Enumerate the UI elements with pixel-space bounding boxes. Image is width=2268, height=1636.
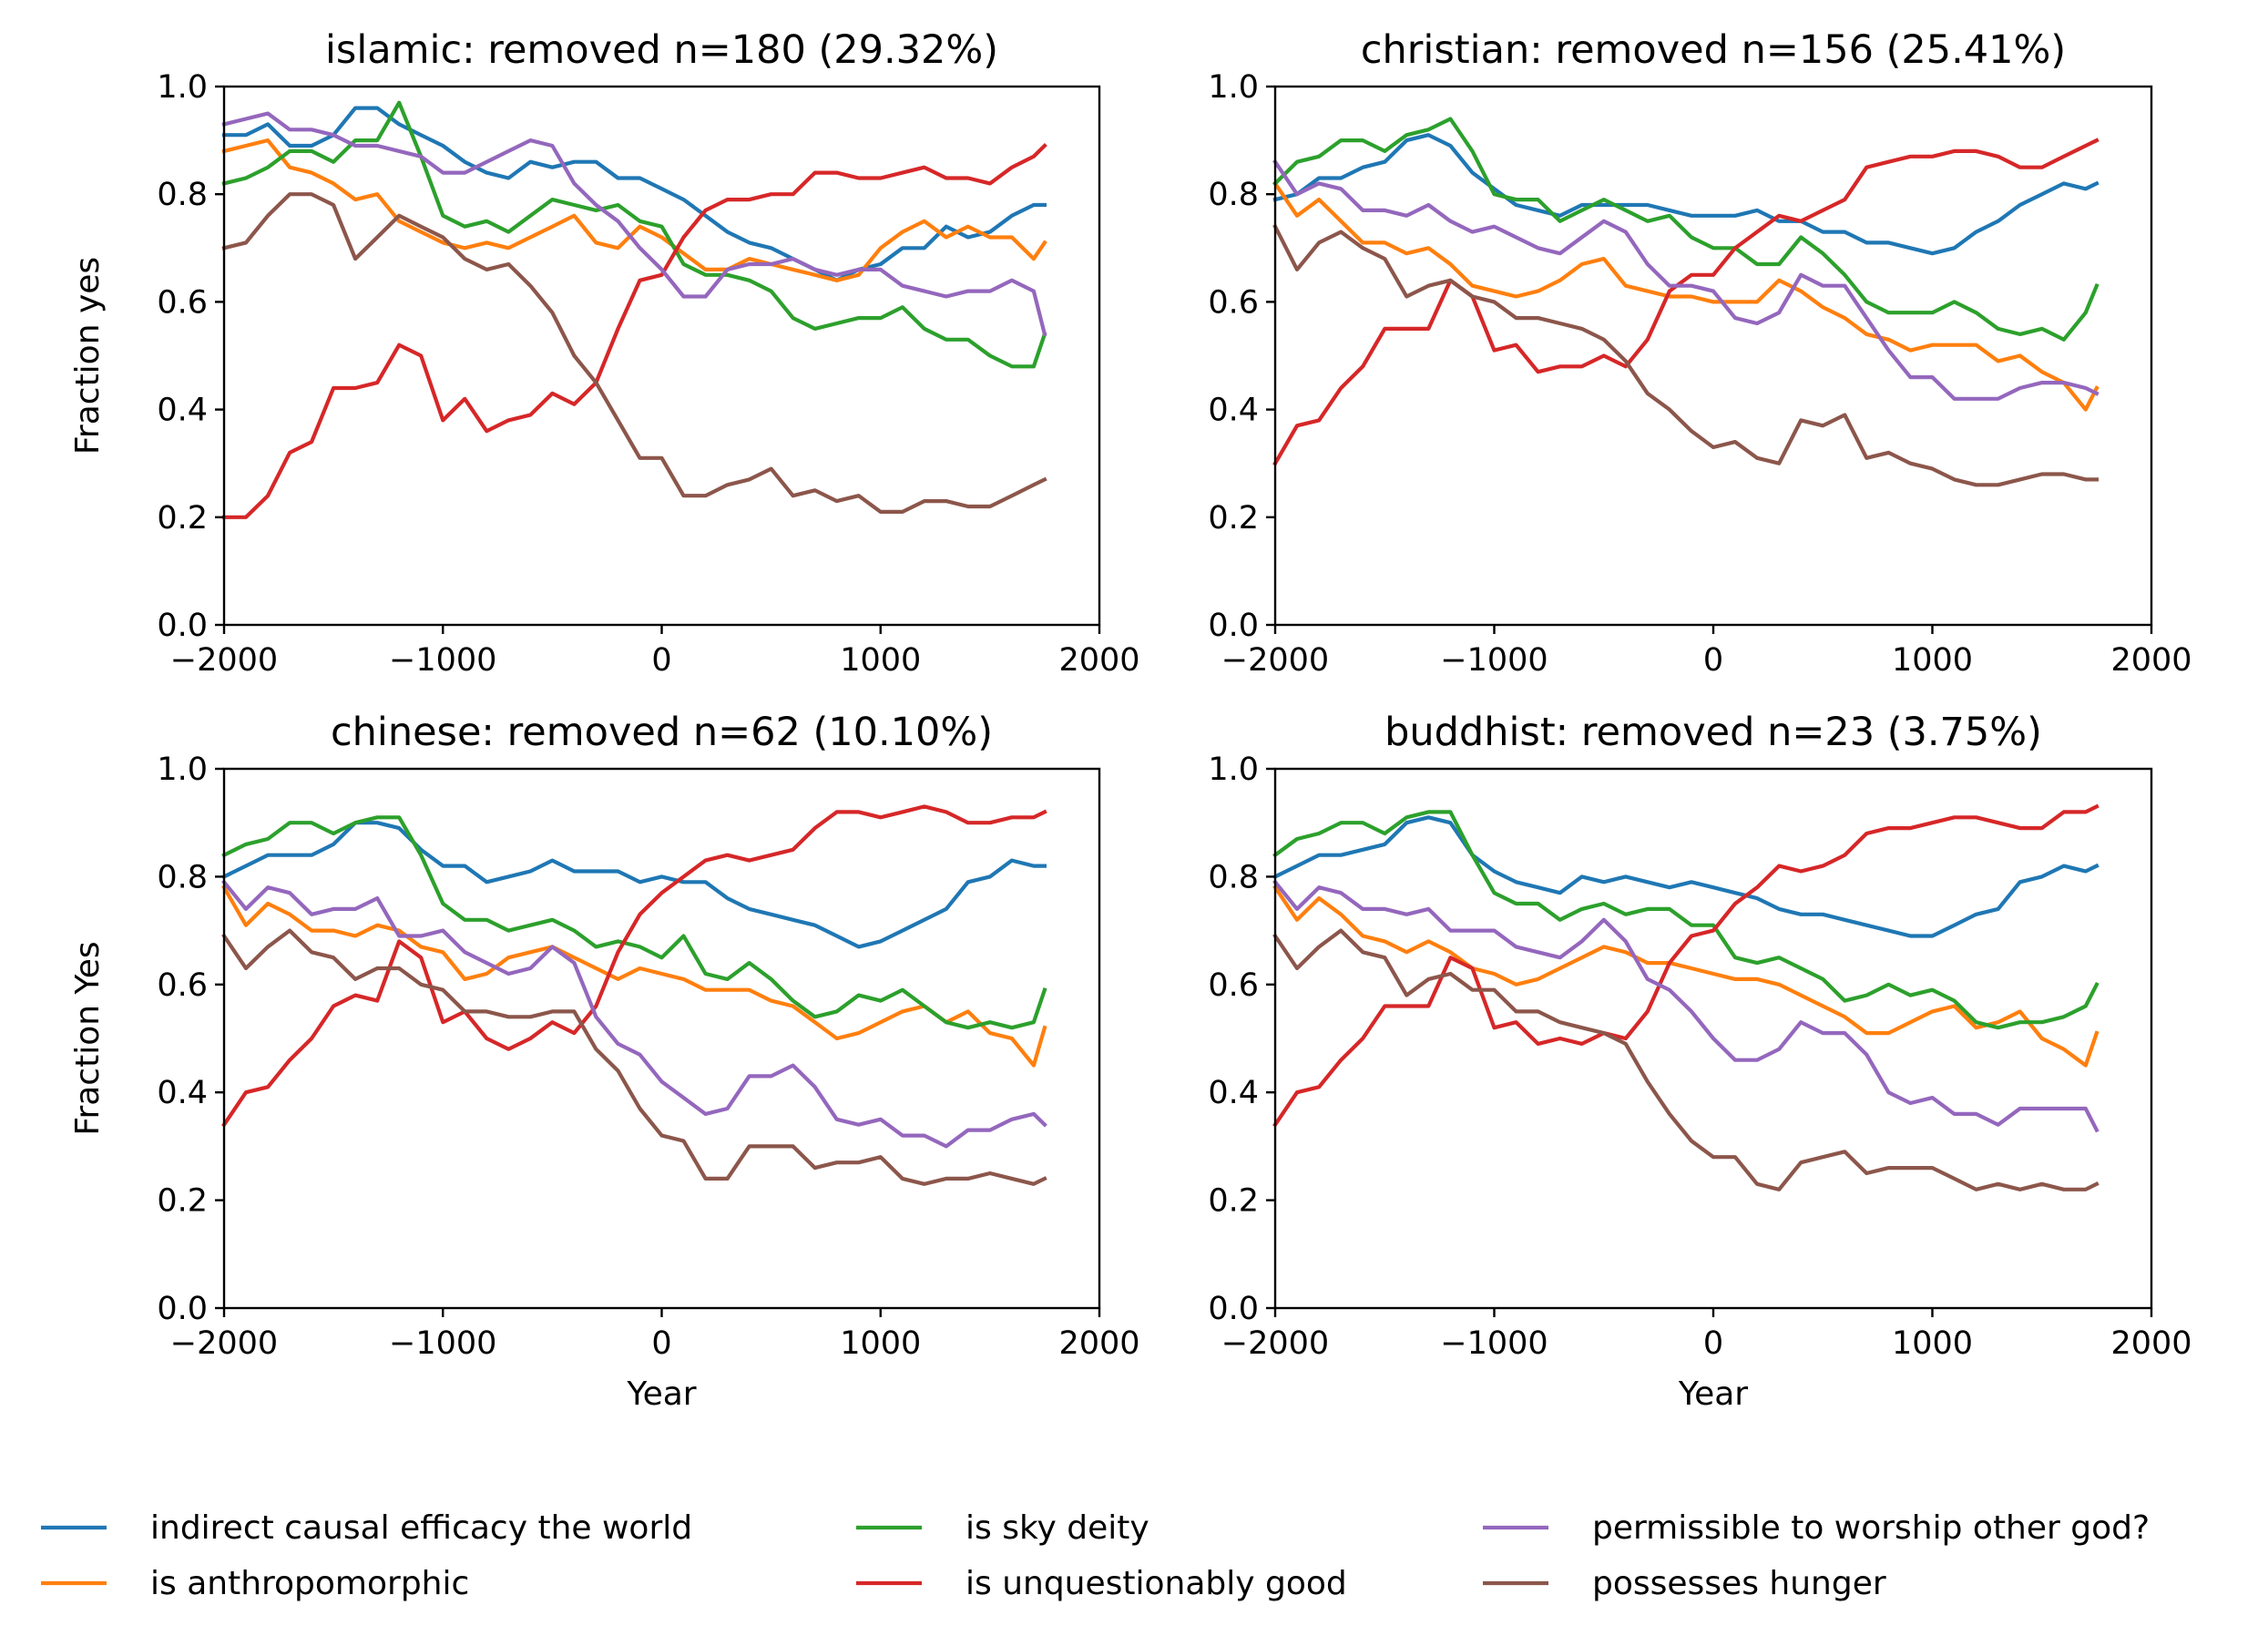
x-tick-label: −2000 (170, 1325, 278, 1362)
series-line-2 (1272, 180, 2099, 412)
panel-4: −2000 −1000 0 1000 2000 0.0 0.2 0.4 0.6 0.8 1.0 bud… (1208, 710, 2191, 1413)
x-tick-label: 1000 (1892, 1325, 1973, 1362)
panels: −2000 −1000 0 1000 2000 0.0 0.2 0.4 0.6 0.8 1.0 isl… (69, 27, 2192, 1413)
series-line-6 (221, 192, 1047, 515)
legend: indirect causal efficacy the world is ant… (41, 1509, 2150, 1602)
series-line-3 (1272, 117, 2099, 342)
panel-title: islamic: removed n=180 (29.32%) (325, 27, 998, 73)
series-line-1 (221, 821, 1047, 949)
x-tick-label: −1000 (1440, 1325, 1548, 1362)
y-tick-label: 1.0 (157, 69, 208, 106)
series-line-5 (221, 879, 1047, 1149)
legend-item: is unquestionably good (856, 1565, 1347, 1602)
series-line-2 (221, 884, 1047, 1068)
legend-item: permissible to worship other god? (1483, 1509, 2150, 1547)
series-line-5 (1272, 158, 2099, 401)
legend-label: is sky deity (965, 1509, 1149, 1547)
y-tick-label: 0.2 (1208, 500, 1259, 537)
panel-title: chinese: removed n=62 (10.10%) (331, 710, 993, 755)
x-tick-label: −2000 (1221, 1325, 1329, 1362)
legend-item: possesses hunger (1483, 1565, 1886, 1602)
y-tick-label: 0.8 (157, 177, 208, 213)
series-line-4 (221, 804, 1047, 1128)
x-tick-label: −1000 (389, 1325, 496, 1362)
series-line-6 (1272, 928, 2099, 1191)
y-tick-label: 0.4 (157, 1075, 208, 1111)
y-tick-label: 0.6 (1208, 284, 1259, 321)
y-tick-label: 0.8 (1208, 177, 1259, 213)
x-tick-label: −1000 (389, 642, 496, 679)
x-tick-label: −2000 (1221, 642, 1329, 679)
y-tick-label: 1.0 (157, 752, 208, 788)
x-tick-label: 2000 (2110, 642, 2191, 679)
legend-item: is anthropomorphic (41, 1565, 469, 1602)
series-line-4 (1272, 803, 2099, 1128)
legend-label: is anthropomorphic (150, 1565, 469, 1602)
series-line-6 (221, 928, 1047, 1186)
y-tick-label: 0.4 (1208, 1075, 1259, 1111)
series-line-3 (221, 815, 1047, 1030)
y-tick-label: 0.2 (1208, 1183, 1259, 1220)
x-axis-label: Year (1678, 1375, 1748, 1413)
panel-3: −2000 −1000 0 1000 2000 0.0 0.2 0.4 0.6 0.8 1.0 chi… (69, 710, 1140, 1413)
x-tick-label: 0 (651, 642, 671, 679)
x-tick-label: 0 (1703, 1325, 1723, 1362)
y-tick-label: 0.4 (157, 393, 208, 429)
x-tick-label: 2000 (1058, 642, 1139, 679)
panel-title: christian: removed n=156 (25.41%) (1361, 27, 2066, 73)
series-line-1 (1272, 133, 2099, 256)
y-tick-label: 0.8 (1208, 859, 1259, 895)
x-tick-label: 0 (651, 1325, 671, 1362)
x-tick-label: −2000 (170, 642, 278, 679)
y-tick-label: 0.4 (1208, 393, 1259, 429)
legend-label: indirect causal efficacy the world (150, 1509, 692, 1547)
series-line-4 (221, 143, 1047, 519)
x-tick-label: 0 (1703, 642, 1723, 679)
y-tick-label: 0.0 (1208, 1291, 1259, 1327)
y-tick-label: 0.6 (157, 967, 208, 1004)
legend-label: is unquestionably good (965, 1565, 1347, 1602)
y-tick-label: 0.8 (157, 859, 208, 895)
legend-item: indirect causal efficacy the world (41, 1509, 692, 1547)
y-tick-label: 0.0 (157, 608, 208, 644)
axes-frame (222, 767, 1101, 1310)
x-tick-label: 2000 (2110, 1325, 2191, 1362)
y-tick-label: 0.2 (157, 1183, 208, 1220)
x-tick-label: 1000 (840, 642, 921, 679)
y-tick-label: 0.6 (157, 284, 208, 321)
panel-1: −2000 −1000 0 1000 2000 0.0 0.2 0.4 0.6 0.8 1.0 isl… (69, 27, 1140, 679)
series-line-1 (221, 106, 1047, 282)
x-tick-label: 2000 (1058, 1325, 1139, 1362)
y-tick-label: 0.0 (157, 1291, 208, 1327)
legend-label: permissible to worship other god? (1592, 1509, 2150, 1547)
series-line-5 (1272, 879, 2099, 1133)
axes-frame (222, 85, 1101, 627)
series-line-2 (221, 138, 1047, 282)
x-tick-label: −1000 (1440, 642, 1548, 679)
series-line-4 (1272, 138, 2099, 466)
series-line-5 (221, 111, 1047, 337)
legend-item: is sky deity (856, 1509, 1149, 1547)
y-tick-label: 0.2 (157, 500, 208, 537)
x-tick-label: 1000 (1892, 642, 1973, 679)
y-axis-label: Fraction Yes (69, 941, 107, 1135)
y-tick-label: 0.0 (1208, 608, 1259, 644)
series-line-3 (221, 100, 1047, 369)
y-tick-label: 1.0 (1208, 69, 1259, 106)
panel-title: buddhist: removed n=23 (3.75%) (1384, 710, 2042, 755)
series-line-3 (1272, 810, 2099, 1030)
series-line-6 (1272, 223, 2099, 487)
series-line-2 (1272, 884, 2099, 1068)
legend-label: possesses hunger (1592, 1565, 1886, 1602)
x-tick-label: 1000 (840, 1325, 921, 1362)
series-line-1 (1272, 815, 2099, 938)
y-axis-label: Fraction yes (69, 257, 107, 455)
panel-2: −2000 −1000 0 1000 2000 0.0 0.2 0.4 0.6 0.8 1.0 chr… (1208, 27, 2191, 679)
x-axis-label: Year (626, 1375, 696, 1413)
y-tick-label: 1.0 (1208, 752, 1259, 788)
y-tick-label: 0.6 (1208, 967, 1259, 1004)
